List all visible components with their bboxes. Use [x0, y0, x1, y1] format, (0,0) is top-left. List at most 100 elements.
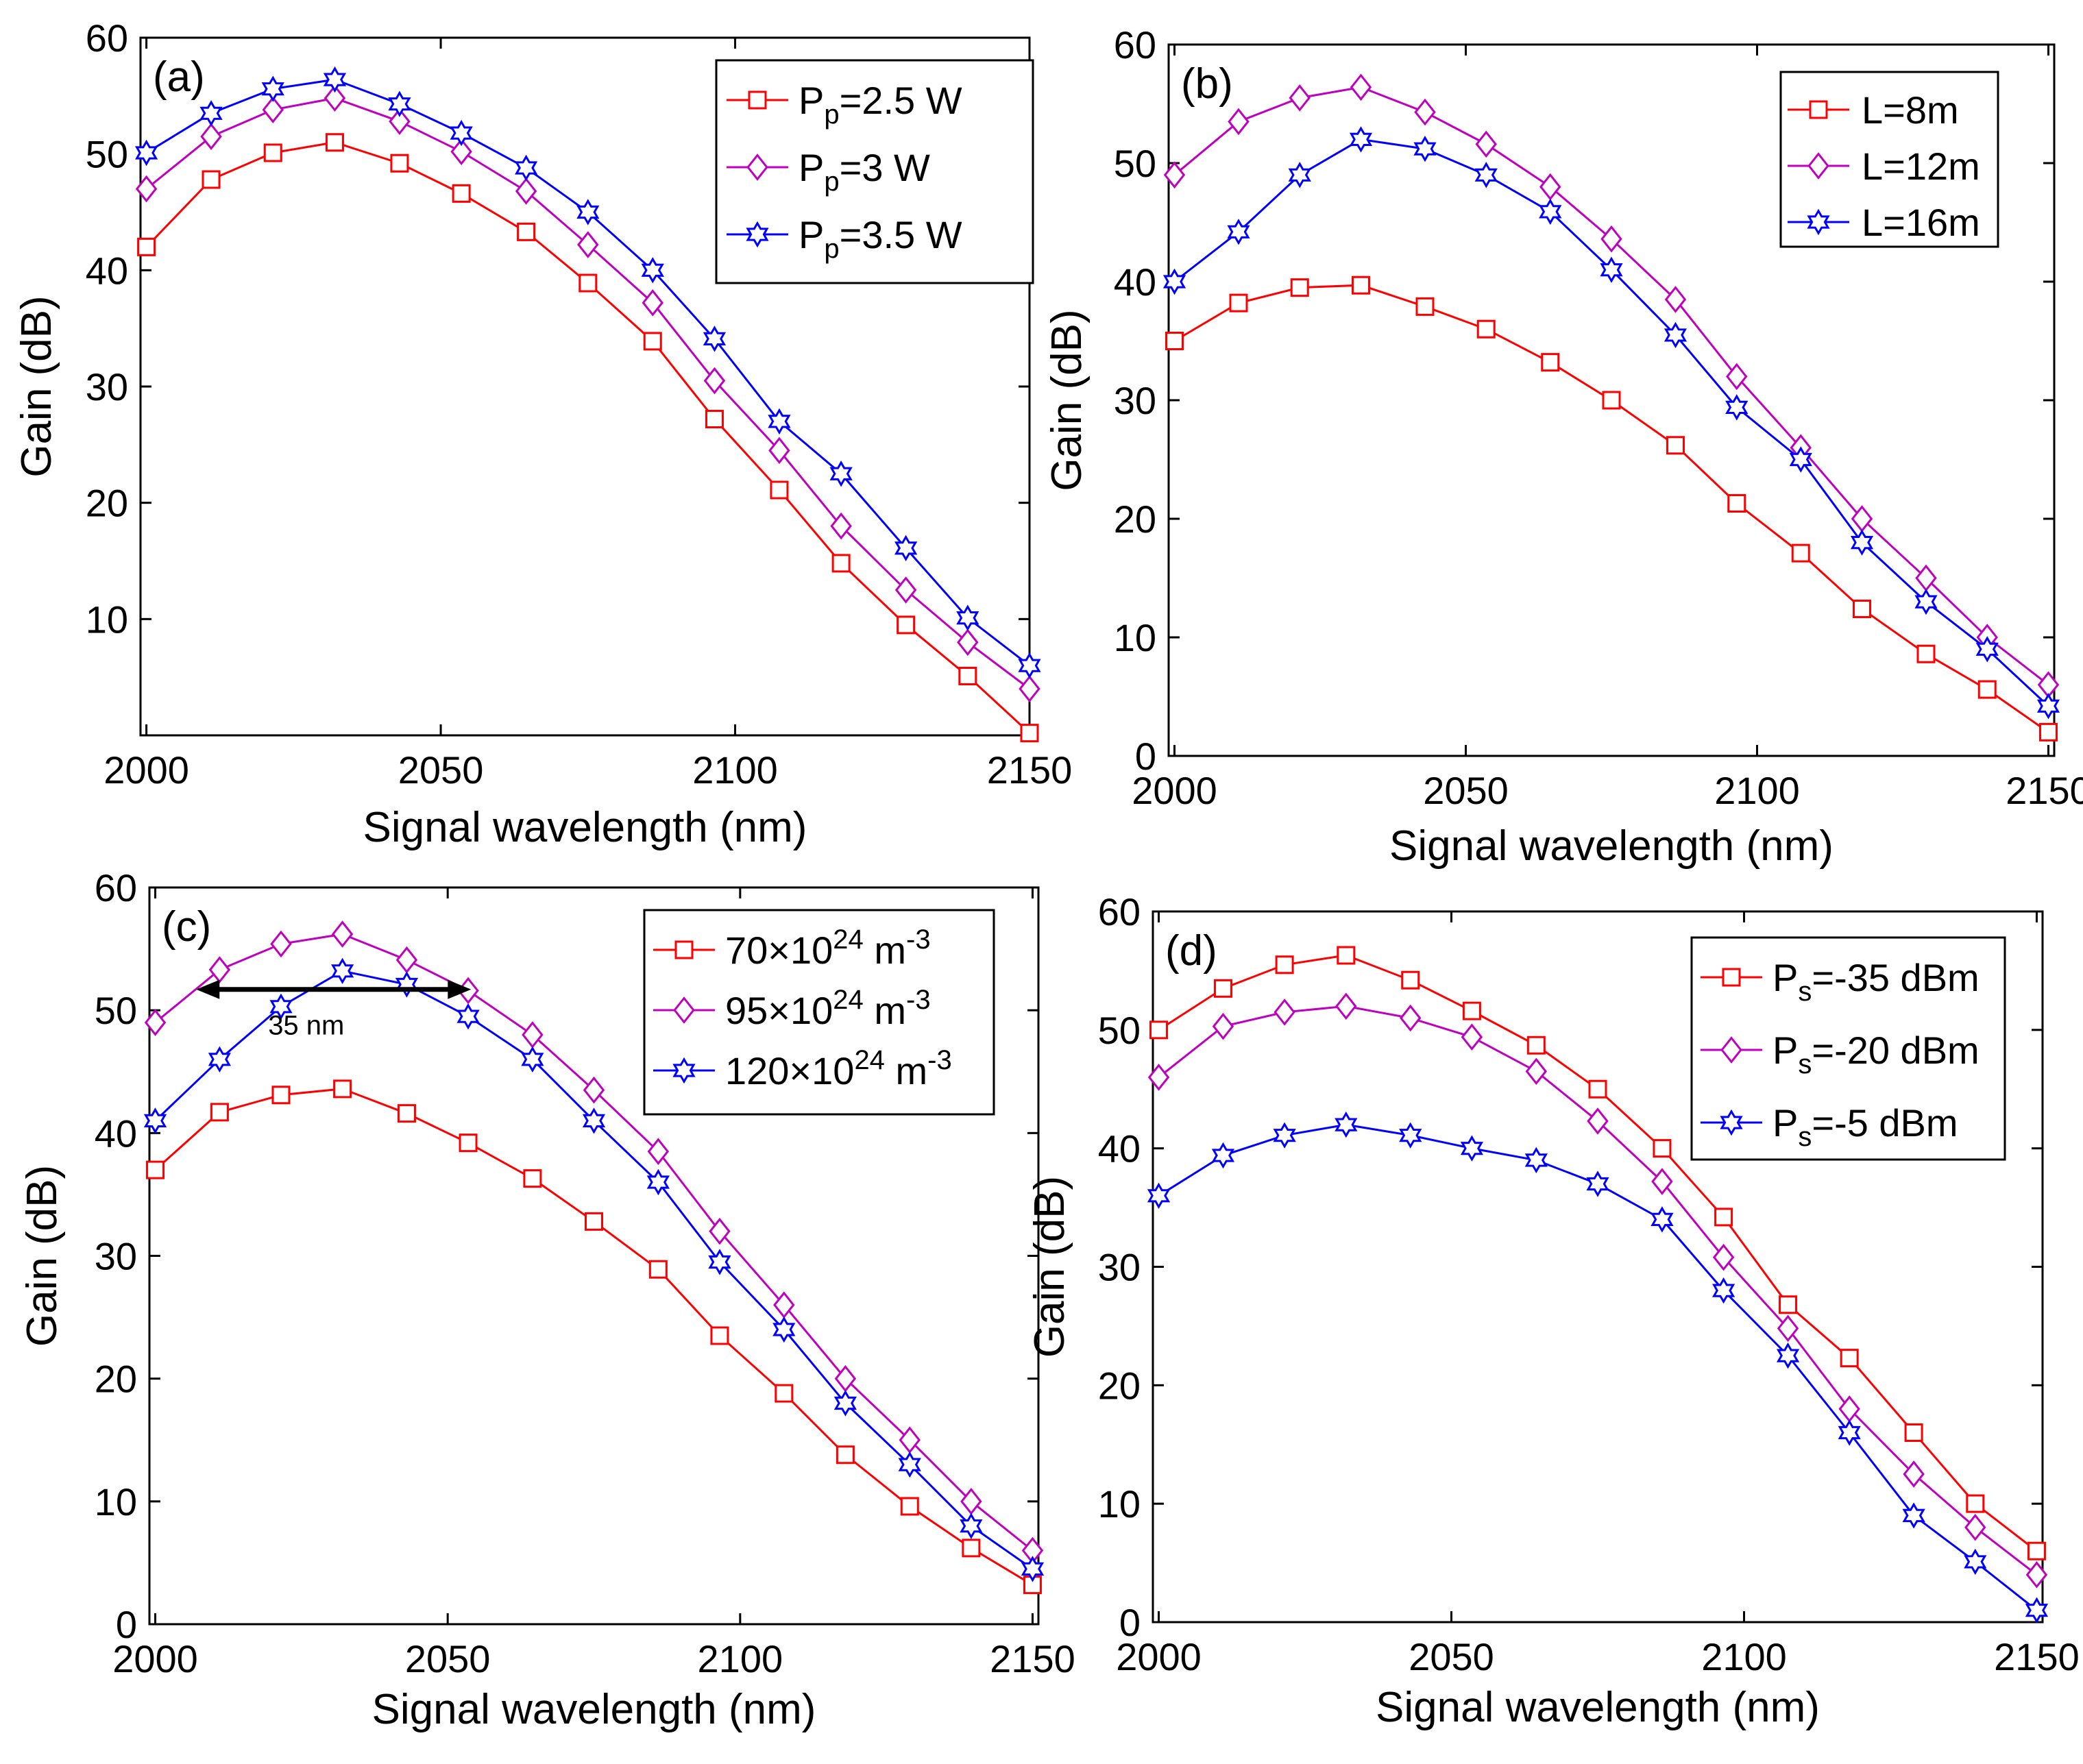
data-point — [1850, 529, 1874, 556]
data-point — [1664, 321, 1688, 349]
legend-marker — [748, 90, 767, 110]
series-p-p-3-5-w — [135, 66, 1041, 679]
data-point — [957, 628, 979, 657]
y-tick-label: 10 — [86, 598, 128, 641]
data-point — [1227, 219, 1250, 245]
data-point — [1413, 136, 1437, 162]
data-point — [1588, 1079, 1607, 1099]
y-axis-label: Gain (dB) — [1026, 1176, 1073, 1358]
series-p-p-3-w — [135, 84, 1040, 702]
data-point — [208, 956, 231, 983]
data-point — [1539, 198, 1562, 225]
data-point — [2039, 722, 2058, 742]
data-point — [1213, 979, 1232, 998]
data-point — [1524, 1147, 1548, 1174]
data-point — [1335, 1111, 1358, 1138]
x-tick-label: 2100 — [698, 1637, 783, 1680]
x-tick-label: 2050 — [405, 1637, 491, 1680]
series-line — [1158, 1123, 2038, 1611]
legend: 70×1024 m-3 95×1024 m-3 120×1024 m-3 — [643, 909, 995, 1116]
legend-marker — [674, 940, 694, 959]
x-tick-label: 2050 — [1409, 1635, 1494, 1678]
arrow-head-left — [196, 979, 220, 999]
x-tick-label: 2150 — [1994, 1635, 2080, 1678]
data-point — [1476, 319, 1496, 339]
data-point — [270, 930, 292, 958]
data-point — [894, 576, 917, 604]
x-axis-label: Signal wavelength (nm) — [372, 1686, 816, 1733]
legend: Ps=-35 dBm Ps=-20 dBm Ps=-5 dBm — [1690, 936, 2006, 1161]
legend: Pp=2.5 W Pp=3 W Pp=3.5 W — [715, 59, 1034, 284]
data-point — [390, 154, 409, 173]
data-point — [1714, 1208, 1733, 1227]
data-point — [515, 154, 538, 182]
data-point — [1587, 1107, 1609, 1135]
data-point — [1600, 225, 1622, 253]
data-point — [200, 123, 222, 151]
y-tick-label: 50 — [95, 989, 137, 1032]
legend-box — [643, 909, 995, 1116]
data-point — [1289, 84, 1311, 112]
legend-item: Ps=-5 dBm — [1701, 1101, 1958, 1152]
data-point — [1789, 446, 1812, 473]
data-point — [898, 1451, 921, 1478]
panel-label: (c) — [162, 903, 211, 951]
legend-item: 95×1024 m-3 — [653, 985, 931, 1032]
data-point — [648, 1260, 668, 1279]
data-point — [956, 604, 979, 631]
data-point — [1779, 1295, 1798, 1314]
data-point — [775, 1384, 794, 1403]
data-point — [1019, 675, 1040, 702]
y-tick-label: 60 — [1098, 890, 1141, 933]
data-point — [388, 90, 411, 117]
data-point — [262, 96, 284, 124]
data-point — [1162, 268, 1186, 295]
data-point — [1211, 1142, 1235, 1169]
y-tick-label: 10 — [1114, 616, 1156, 659]
data-point — [833, 1390, 857, 1417]
data-point — [577, 231, 599, 258]
data-point — [1904, 1423, 1923, 1442]
data-point — [515, 177, 537, 205]
data-point — [199, 100, 223, 127]
data-point — [517, 222, 536, 241]
panel-label: (b) — [1181, 60, 1233, 108]
legend-item: Pp=3 W — [727, 146, 930, 197]
data-point — [1651, 1168, 1673, 1195]
data-point — [1350, 73, 1372, 101]
legend-label: Ps=-35 dBm — [1773, 956, 1980, 1007]
x-tick-label: 2100 — [692, 748, 778, 792]
data-point — [1021, 1556, 1045, 1582]
data-point — [146, 1160, 165, 1179]
data-point — [1149, 1020, 1169, 1040]
data-point — [450, 119, 473, 147]
legend-label: L=16m — [1862, 201, 1980, 244]
data-point — [143, 1107, 167, 1134]
data-point — [521, 1046, 544, 1073]
data-point — [1977, 680, 1997, 699]
data-point — [958, 666, 977, 685]
y-tick-label: 0 — [1119, 1601, 1141, 1644]
y-tick-label: 40 — [1114, 260, 1156, 304]
data-point — [900, 1497, 919, 1516]
data-point — [2025, 1561, 2048, 1589]
y-tick-label: 30 — [86, 365, 128, 408]
data-point — [1712, 1277, 1735, 1304]
series-l-16m — [1162, 126, 2060, 720]
data-point — [585, 1212, 603, 1231]
legend-label: Pp=3 W — [799, 146, 930, 197]
data-point — [459, 1134, 478, 1153]
legend-item: 70×1024 m-3 — [653, 924, 931, 972]
legend-label: L=12m — [1862, 145, 1980, 188]
series-70-10-24-m-3 — [146, 1079, 1042, 1595]
data-point — [772, 1316, 796, 1343]
data-point — [1273, 1122, 1296, 1149]
data-point — [1415, 297, 1435, 316]
data-point — [642, 289, 663, 317]
data-point — [324, 84, 346, 112]
data-point — [1147, 1182, 1171, 1210]
data-point — [1349, 126, 1373, 153]
chart-panel-c: 2000 2050 2100 2150 0 10 20 30 40 50 60 Signal wave… — [19, 866, 1075, 1733]
legend-item: L=8m — [1788, 88, 1959, 132]
